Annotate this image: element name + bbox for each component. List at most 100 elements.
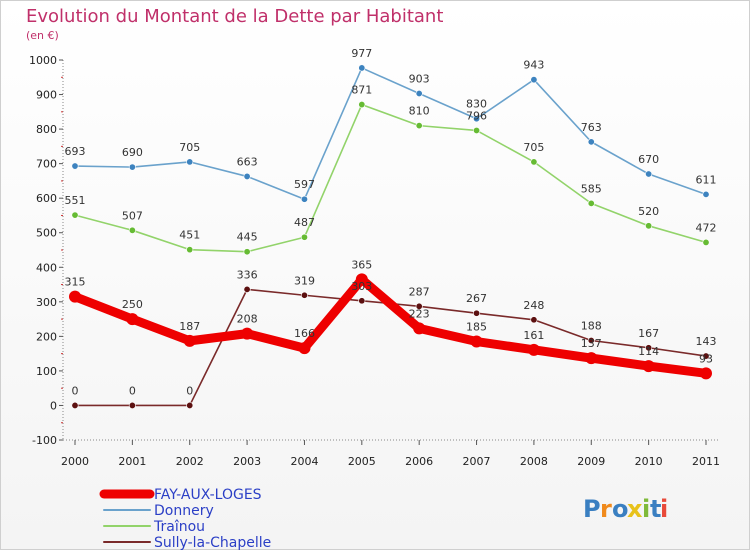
data-label: 167 (638, 327, 659, 340)
x-tick-label: 2001 (118, 455, 146, 468)
data-label: 319 (294, 274, 315, 287)
data-point (128, 226, 136, 234)
data-label: 810 (409, 105, 430, 118)
data-label: 267 (466, 292, 487, 305)
y-tick-label: 300 (36, 296, 57, 309)
data-label: 287 (409, 285, 430, 298)
y-tick-label: 900 (36, 89, 57, 102)
data-label: 166 (294, 327, 315, 340)
data-point (243, 248, 251, 256)
x-tick-label: 2002 (176, 455, 204, 468)
data-label: 487 (294, 216, 315, 229)
y-tick-label: 400 (36, 261, 57, 274)
data-point (530, 158, 538, 166)
data-label: 114 (638, 345, 659, 358)
y-tick-label: 100 (36, 365, 57, 378)
y-tick-label: 600 (36, 192, 57, 205)
data-point (702, 190, 710, 198)
data-point (243, 285, 251, 293)
x-tick-label: 2007 (463, 455, 491, 468)
data-label: 187 (179, 320, 200, 333)
data-point (186, 246, 194, 254)
data-point (71, 401, 79, 409)
data-point (585, 352, 598, 365)
data-point (358, 101, 366, 109)
data-point (298, 342, 311, 355)
data-label: 365 (351, 258, 372, 271)
data-point (413, 322, 426, 335)
data-point (183, 334, 196, 347)
data-label: 507 (122, 209, 143, 222)
data-label: 943 (523, 59, 544, 72)
data-point (530, 316, 538, 324)
data-label: 670 (638, 153, 659, 166)
data-label: 248 (523, 299, 544, 312)
x-tick-label: 2006 (405, 455, 433, 468)
data-point (527, 343, 540, 356)
y-tick-label: 700 (36, 158, 57, 171)
y-tick-label: 200 (36, 330, 57, 343)
y-tick-label: 800 (36, 123, 57, 136)
data-point (128, 163, 136, 171)
legend-label: Traînou (153, 519, 205, 535)
data-label: 611 (696, 173, 717, 186)
data-point (71, 211, 79, 219)
data-label: 336 (237, 268, 258, 281)
legend-label: Donnery (154, 503, 214, 519)
data-label: 763 (581, 121, 602, 134)
data-label: 0 (186, 384, 193, 397)
x-tick-label: 2011 (692, 455, 720, 468)
data-labels: 693 690 705 663 597 977 903 830 943 763 670 611 551 5… (65, 47, 717, 398)
x-tick-label: 2010 (635, 455, 663, 468)
data-label: 796 (466, 109, 487, 122)
data-label: 663 (237, 155, 258, 168)
data-point (415, 90, 423, 98)
data-point (415, 122, 423, 130)
chart-subtitle: (en €) (26, 29, 59, 42)
series-line-2 (74, 103, 707, 253)
logo-letter: r (600, 495, 612, 523)
x-tick-label: 2008 (520, 455, 548, 468)
series-line-1 (74, 67, 707, 201)
data-point (300, 291, 308, 299)
data-point (243, 172, 251, 180)
data-point (645, 344, 653, 352)
data-point (71, 162, 79, 170)
data-point (69, 290, 81, 303)
y-tick-label: 0 (50, 399, 57, 412)
data-label: 161 (523, 329, 544, 342)
y-tick-label: -100 (32, 434, 57, 447)
data-label: 705 (523, 141, 544, 154)
logo-letter: t (650, 495, 661, 523)
data-label: 585 (581, 182, 602, 195)
x-tick-label: 2003 (233, 455, 261, 468)
data-point (358, 297, 366, 305)
data-point (186, 401, 194, 409)
data-label: 690 (122, 146, 143, 159)
data-point (642, 360, 655, 373)
data-point (645, 170, 653, 178)
data-label: 871 (351, 84, 372, 97)
logo-letter: P (583, 495, 601, 523)
data-point (415, 302, 423, 310)
logo-letter: i (642, 495, 650, 523)
data-label: 303 (351, 280, 372, 293)
data-label: 597 (294, 178, 315, 191)
data-label: 137 (581, 337, 602, 350)
series-line-0 (70, 274, 711, 378)
series-points (69, 64, 712, 409)
logo-letter: o (612, 495, 629, 523)
data-point (645, 222, 653, 230)
data-label: 472 (696, 221, 717, 234)
x-tick-label: 2009 (577, 455, 605, 468)
data-label: 315 (65, 276, 86, 289)
data-label: 705 (179, 141, 200, 154)
logo-letter: i (660, 495, 668, 523)
data-label: 185 (466, 321, 487, 334)
data-point (126, 313, 139, 326)
axes: -100010020030040050060070080090010002000… (29, 54, 720, 468)
data-label: 903 (409, 73, 430, 86)
